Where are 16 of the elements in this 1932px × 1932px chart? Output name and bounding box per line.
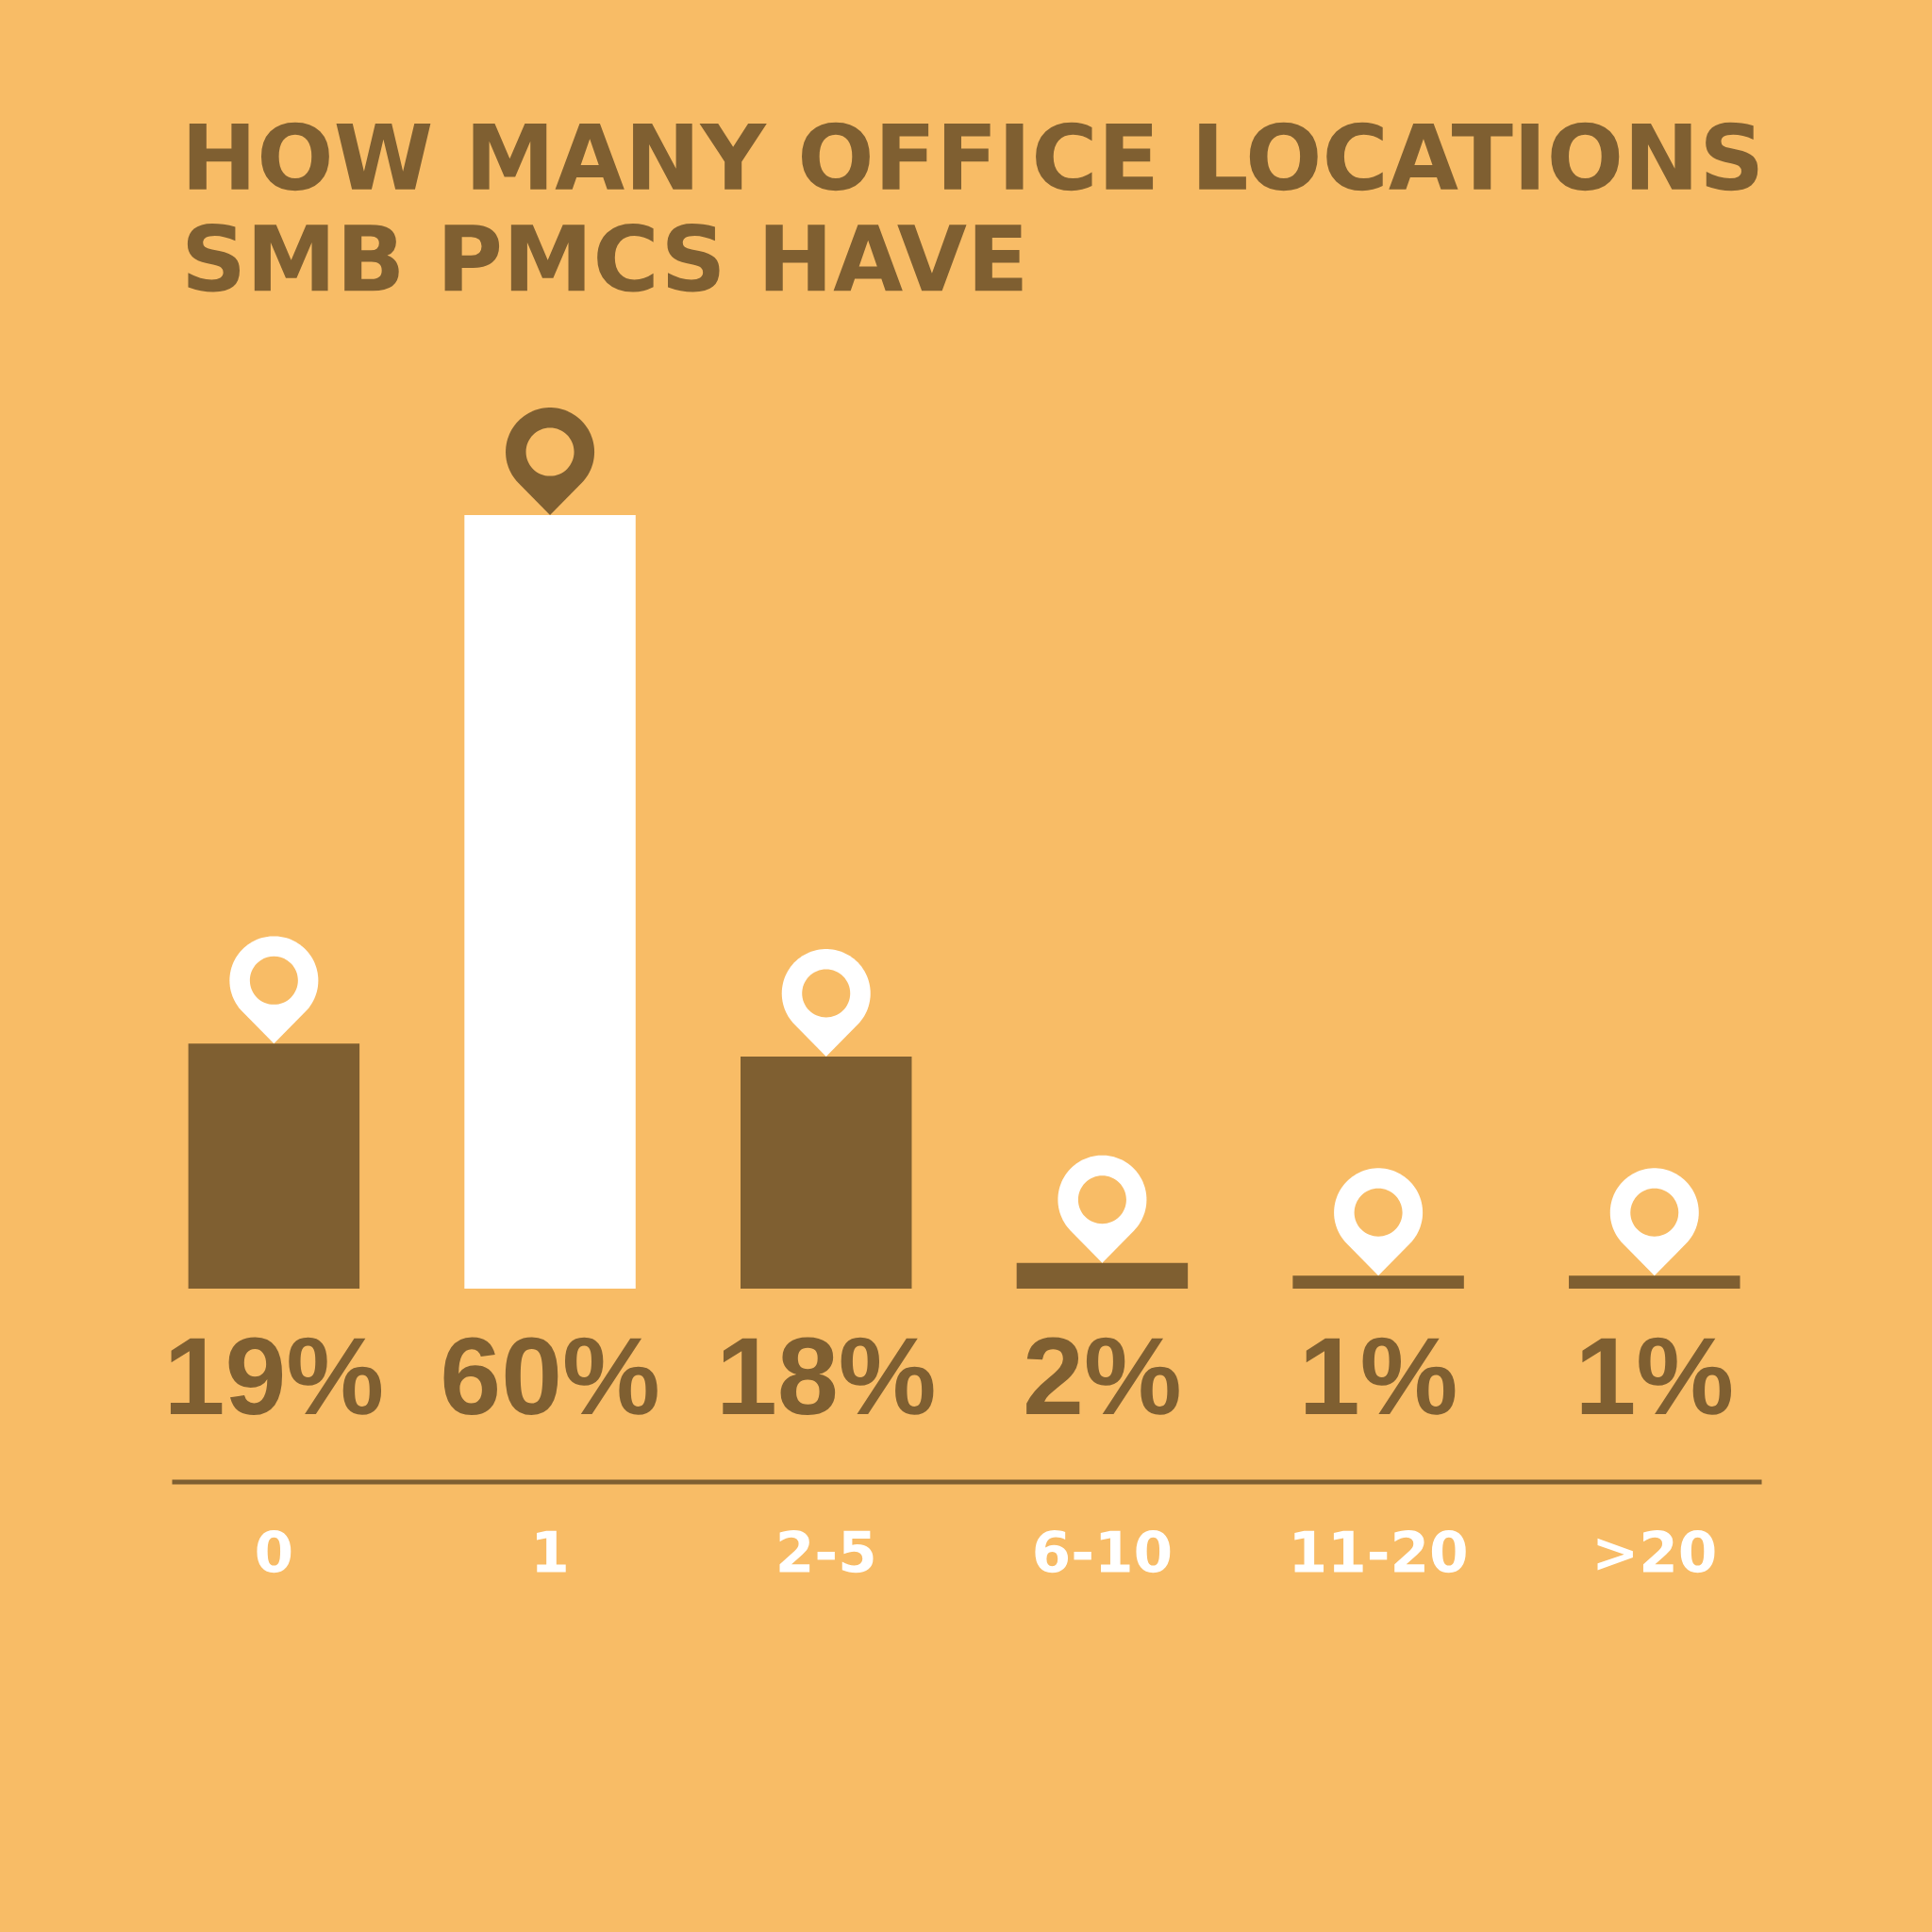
x-tick-label: 0 (257, 1530, 291, 1574)
data-label: 18% (723, 1337, 934, 1416)
data-label: 19% (170, 1337, 382, 1416)
bar (1016, 1262, 1189, 1289)
x-tick-label: 11-20 (1294, 1530, 1466, 1574)
x-tick-label: >20 (1597, 1530, 1715, 1574)
x-tick-label: 2-5 (779, 1530, 874, 1574)
data-label: 2% (1026, 1337, 1179, 1415)
x-tick-label: 1 (537, 1530, 566, 1573)
chart-title: HOW MANY OFFICE LOCATIONS SMB PMCS HAVE (187, 122, 1758, 292)
x-tick-label: 6-10 (1035, 1530, 1171, 1574)
bar (1569, 1275, 1740, 1289)
data-label: 1% (1581, 1337, 1732, 1415)
data-label: 1% (1306, 1337, 1456, 1415)
bar (1292, 1275, 1464, 1289)
data-label: 60% (443, 1337, 658, 1416)
